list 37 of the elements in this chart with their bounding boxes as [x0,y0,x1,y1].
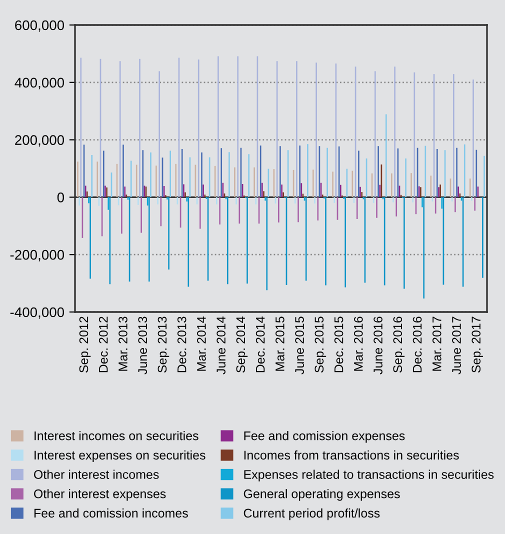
x-tick-label: Sep. 2017 [472,316,484,373]
x-tick-label: Mar. 2017 [432,316,442,371]
x-tick-label: Sep. 2013 [158,316,170,373]
x-tick-label: Dec. 2013 [177,316,186,372]
x-tick-label: June 2016 [374,316,382,374]
legend-label: Interest expenses on securities [34,450,206,462]
x-tick-label: Sep. 2015 [314,316,326,373]
x-tick-label: June 2015 [295,316,304,374]
x-tick-label: Sep. 2016 [393,316,405,373]
legend-label: Other interest incomes [34,470,159,479]
x-tick-label: Dec. 2014 [256,316,265,372]
legend-label: General operating expenses [244,489,400,501]
x-tick-label: Mar. 2015 [276,316,284,371]
x-tick-label: Mar. 2014 [197,316,206,371]
legend-label: Fee and comission incomes [34,508,188,518]
x-tick-label: June 2013 [138,316,148,374]
legend-label: Fee and comission expenses [244,431,405,443]
legend-label: Current period profit/loss [244,508,380,520]
x-tick-label: Sep. 2014 [236,316,248,373]
legend-label: Interest incomes on securities [34,431,198,440]
legend-label: Other interest expenses [34,489,166,501]
y-tick-label: 400,000 [14,78,64,90]
x-tick-label: Mar. 2016 [354,316,363,371]
y-tick-label: 200,000 [15,135,64,147]
y-tick-label: 0 [57,192,64,202]
x-tick-label: Sep. 2012 [79,316,91,373]
x-tick-label: June 2017 [452,316,461,374]
x-tick-label: Dec. 2016 [412,316,422,372]
y-tick-label: -400,000 [10,307,64,319]
legend-label: Expenses related to transactions in securities [244,470,494,482]
y-tick-label: 600,000 [15,20,64,32]
y-tick-label: -200,000 [10,250,64,262]
x-tick-label: Dec. 2015 [334,316,344,372]
x-tick-label: Mar. 2013 [118,316,128,371]
x-tick-label: June 2014 [216,316,226,374]
legend-label: Incomes from transactions in securities [244,450,459,460]
x-tick-label: Dec. 2012 [98,316,108,372]
